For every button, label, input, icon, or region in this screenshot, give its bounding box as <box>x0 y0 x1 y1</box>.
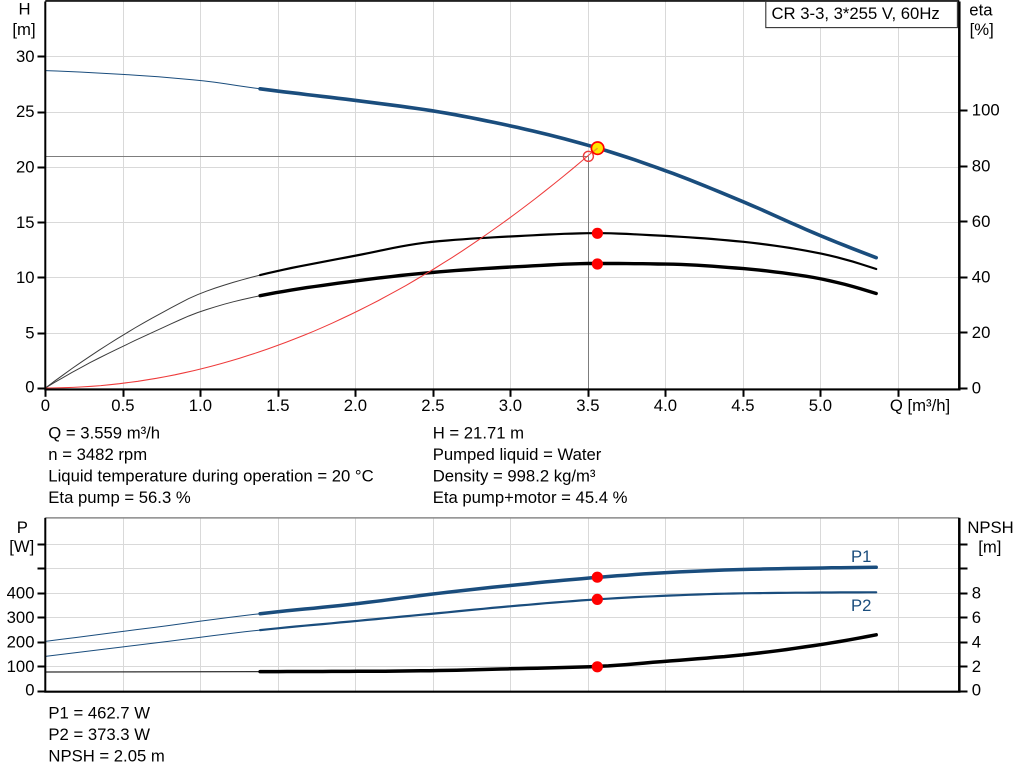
svg-text:CR 3-3, 3*255 V, 60Hz: CR 3-3, 3*255 V, 60Hz <box>772 4 940 23</box>
svg-text:Q = 3.559 m³/h: Q = 3.559 m³/h <box>48 423 160 442</box>
svg-text:[%]: [%] <box>970 20 994 39</box>
svg-text:n = 3482 rpm: n = 3482 rpm <box>48 445 147 464</box>
svg-text:0: 0 <box>41 396 50 415</box>
svg-text:25: 25 <box>16 102 35 121</box>
svg-text:8: 8 <box>972 584 981 603</box>
svg-text:0: 0 <box>25 377 34 396</box>
svg-text:10: 10 <box>16 268 35 287</box>
svg-text:4.0: 4.0 <box>654 396 677 415</box>
svg-text:P1: P1 <box>851 547 871 566</box>
svg-text:15: 15 <box>16 213 35 232</box>
svg-text:1.5: 1.5 <box>266 396 289 415</box>
svg-text:0.5: 0.5 <box>111 396 134 415</box>
svg-text:[m]: [m] <box>12 20 35 39</box>
svg-text:400: 400 <box>7 584 35 603</box>
svg-text:2: 2 <box>972 657 981 676</box>
svg-text:0: 0 <box>972 680 981 699</box>
svg-text:[W]: [W] <box>9 537 34 556</box>
svg-text:[m]: [m] <box>978 537 1001 556</box>
svg-text:4: 4 <box>972 633 981 652</box>
svg-text:20: 20 <box>972 323 991 342</box>
svg-text:Q [m³/h]: Q [m³/h] <box>890 396 950 415</box>
svg-text:30: 30 <box>16 47 35 66</box>
svg-text:5: 5 <box>25 323 34 342</box>
svg-text:3.0: 3.0 <box>499 396 522 415</box>
svg-text:H = 21.71 m: H = 21.71 m <box>433 423 524 442</box>
svg-text:40: 40 <box>972 268 991 287</box>
svg-text:1.0: 1.0 <box>189 396 212 415</box>
svg-text:0: 0 <box>25 680 34 699</box>
svg-text:3.5: 3.5 <box>576 396 599 415</box>
svg-text:Eta pump+motor = 45.4 %: Eta pump+motor = 45.4 % <box>433 488 628 507</box>
svg-text:NPSH: NPSH <box>967 518 1013 537</box>
svg-text:0: 0 <box>972 379 981 398</box>
svg-text:80: 80 <box>972 156 991 175</box>
svg-text:Pumped liquid = Water: Pumped liquid = Water <box>433 445 602 464</box>
svg-text:Density = 998.2 kg/m³: Density = 998.2 kg/m³ <box>433 467 596 486</box>
svg-text:2.5: 2.5 <box>421 396 444 415</box>
svg-text:200: 200 <box>7 633 35 652</box>
svg-text:5.0: 5.0 <box>809 396 832 415</box>
svg-text:eta: eta <box>969 0 993 19</box>
svg-text:H: H <box>18 0 30 19</box>
svg-text:P2: P2 <box>851 596 871 615</box>
svg-text:100: 100 <box>972 101 1000 120</box>
svg-text:2.0: 2.0 <box>344 396 367 415</box>
svg-text:P: P <box>17 518 28 537</box>
svg-text:P1 = 462.7 W: P1 = 462.7 W <box>48 703 150 722</box>
svg-text:P2 = 373.3 W: P2 = 373.3 W <box>48 725 150 744</box>
svg-text:300: 300 <box>7 608 35 627</box>
svg-text:4.5: 4.5 <box>731 396 754 415</box>
svg-text:100: 100 <box>7 657 35 676</box>
svg-text:6: 6 <box>972 608 981 627</box>
svg-text:20: 20 <box>16 158 35 177</box>
svg-text:Eta pump = 56.3 %: Eta pump = 56.3 % <box>48 488 191 507</box>
svg-text:NPSH = 2.05 m: NPSH = 2.05 m <box>48 746 164 765</box>
svg-text:60: 60 <box>972 212 991 231</box>
svg-text:Liquid temperature during oper: Liquid temperature during operation = 20… <box>48 467 373 486</box>
